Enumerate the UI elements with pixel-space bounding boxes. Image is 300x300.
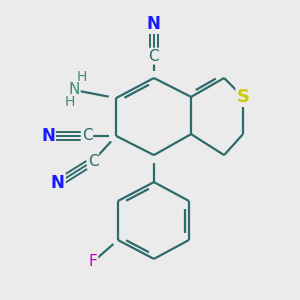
- Text: N: N: [68, 82, 80, 98]
- Text: H: H: [64, 95, 75, 109]
- Text: S: S: [236, 88, 250, 106]
- Text: N: N: [51, 174, 65, 192]
- Text: F: F: [88, 254, 98, 269]
- Text: C: C: [88, 154, 98, 169]
- Text: N: N: [41, 127, 55, 145]
- Text: C: C: [148, 49, 159, 64]
- Text: H: H: [76, 70, 87, 84]
- Text: C: C: [82, 128, 92, 143]
- Text: N: N: [147, 15, 161, 33]
